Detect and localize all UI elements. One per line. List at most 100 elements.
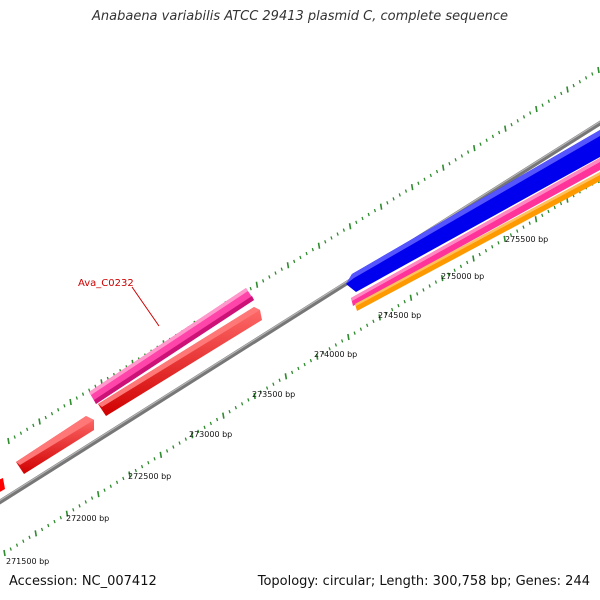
outer-tick bbox=[597, 66, 600, 74]
outer-tick bbox=[50, 411, 54, 416]
inner-tick bbox=[347, 333, 350, 341]
genome-stats-text: Topology: circular; Length: 300,758 bp; … bbox=[257, 574, 590, 589]
inner-tick bbox=[28, 535, 31, 540]
outer-tick bbox=[361, 216, 364, 221]
inner-tick bbox=[484, 248, 488, 253]
coordinate-tick-label: 274500 bp bbox=[378, 311, 421, 320]
reverse-feature-blue[interactable] bbox=[346, 130, 600, 292]
backbone-line-highlight bbox=[0, 120, 600, 502]
inner-tick bbox=[491, 245, 494, 249]
outer-tick bbox=[262, 279, 265, 283]
inner-tick bbox=[3, 549, 6, 557]
outer-tick bbox=[88, 388, 91, 392]
inner-tick bbox=[447, 272, 450, 276]
outer-tick bbox=[355, 220, 358, 225]
inner-tick bbox=[109, 484, 112, 488]
inner-tick bbox=[516, 229, 519, 233]
inner-tick bbox=[184, 437, 187, 441]
inner-tick bbox=[222, 412, 225, 419]
inner-tick bbox=[547, 209, 550, 214]
inner-tick bbox=[140, 464, 144, 469]
inner-tick bbox=[328, 347, 331, 351]
outer-tick bbox=[81, 392, 85, 396]
outer-tick bbox=[348, 223, 352, 230]
inner-tick bbox=[472, 255, 475, 262]
inner-tick bbox=[397, 303, 400, 308]
outer-tick bbox=[479, 142, 482, 146]
inner-tick bbox=[391, 307, 394, 312]
inner-tick bbox=[422, 288, 425, 292]
inner-tick bbox=[497, 241, 500, 245]
inner-tick bbox=[253, 392, 256, 400]
coordinate-tick-label: 273000 bp bbox=[189, 430, 232, 439]
outer-tick bbox=[417, 181, 420, 185]
inner-tick bbox=[59, 515, 62, 520]
inner-tick bbox=[147, 460, 150, 465]
inner-tick bbox=[378, 314, 381, 321]
inner-tick bbox=[128, 471, 131, 478]
inner-tick bbox=[97, 490, 100, 498]
forward-feature-pink[interactable] bbox=[89, 288, 254, 404]
outer-tick bbox=[75, 396, 78, 400]
outer-tick bbox=[466, 150, 470, 154]
inner-tick bbox=[34, 530, 38, 537]
reverse-feature-pink[interactable] bbox=[351, 158, 600, 306]
outer-tick bbox=[429, 173, 432, 178]
inner-tick bbox=[303, 362, 306, 367]
inner-tick bbox=[278, 378, 281, 382]
inner-tick bbox=[178, 441, 181, 445]
inner-tick bbox=[503, 235, 506, 243]
outer-tick bbox=[547, 99, 550, 103]
outer-tick bbox=[286, 262, 290, 269]
outer-tick bbox=[32, 423, 35, 428]
outer-tick bbox=[255, 281, 259, 288]
outer-tick bbox=[317, 242, 321, 249]
outer-tick bbox=[553, 95, 557, 100]
inner-tick bbox=[215, 417, 219, 422]
outer-tick bbox=[566, 86, 569, 93]
outer-tick bbox=[578, 80, 581, 84]
outer-tick bbox=[63, 404, 66, 408]
inner-tick bbox=[134, 468, 137, 473]
inner-tick bbox=[103, 488, 106, 492]
inner-tick bbox=[297, 366, 300, 371]
inner-tick bbox=[265, 386, 269, 390]
outer-tick bbox=[44, 415, 47, 420]
forward-feature-red-a[interactable] bbox=[98, 307, 262, 416]
outer-tick bbox=[454, 158, 457, 162]
inner-tick bbox=[541, 213, 544, 218]
forward-feature-red-b[interactable] bbox=[16, 416, 94, 474]
outer-tick bbox=[498, 130, 501, 135]
outer-tick bbox=[69, 398, 72, 406]
gene-label[interactable]: Ava_C0232 bbox=[78, 278, 134, 289]
outer-tick bbox=[572, 83, 575, 88]
inner-tick bbox=[203, 425, 206, 430]
outer-tick bbox=[7, 437, 10, 445]
inner-tick bbox=[466, 260, 469, 265]
outer-tick bbox=[336, 232, 339, 236]
outer-tick bbox=[510, 122, 513, 127]
outer-tick bbox=[404, 189, 408, 193]
outer-tick bbox=[560, 91, 563, 96]
outer-tick bbox=[299, 255, 302, 260]
outer-tick bbox=[386, 201, 389, 205]
inner-tick bbox=[359, 327, 363, 331]
outer-tick bbox=[342, 228, 345, 232]
forward-feature-red-c[interactable] bbox=[0, 478, 5, 493]
coordinate-tick-label: 274000 bp bbox=[314, 350, 357, 359]
inner-tick bbox=[272, 382, 275, 386]
inner-tick bbox=[90, 496, 94, 500]
inner-tick bbox=[434, 280, 438, 284]
inner-tick bbox=[234, 406, 237, 410]
reverse-feature-orange[interactable] bbox=[355, 172, 600, 311]
outer-tick bbox=[460, 154, 463, 158]
inner-tick bbox=[416, 292, 419, 296]
outer-tick bbox=[324, 240, 327, 244]
coordinate-tick-label: 275500 bp bbox=[505, 235, 548, 244]
outer-tick bbox=[410, 184, 414, 191]
outer-tick bbox=[293, 259, 296, 264]
inner-tick bbox=[190, 432, 194, 439]
inner-tick bbox=[341, 339, 344, 343]
inner-tick bbox=[209, 421, 212, 426]
